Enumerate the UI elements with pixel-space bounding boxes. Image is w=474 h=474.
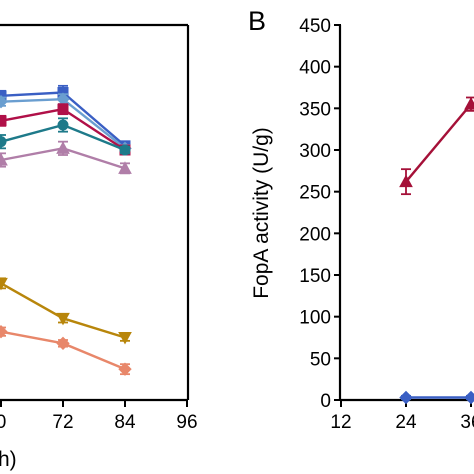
data-point (118, 161, 132, 174)
data-point (464, 390, 474, 405)
data-point (464, 97, 474, 110)
data-point (0, 277, 8, 291)
data-point (399, 390, 413, 405)
x-tick-label: 84 (114, 412, 136, 433)
data-point (0, 136, 7, 148)
panel-a: 0 72 84 96 h) (0, 23, 198, 471)
series-5 (0, 140, 132, 175)
panel-b-letter: B (248, 6, 266, 36)
panel-a-x-ticks: 0 72 84 96 (0, 400, 198, 433)
y-tick-label: 150 (299, 266, 331, 287)
x-tick-label: 0 (0, 412, 6, 433)
series-line (0, 282, 126, 339)
data-point (0, 152, 8, 166)
x-tick-label: 24 (395, 412, 417, 433)
panel-b-y-ticks: 0 50 100 150 200 250 300 350 400 450 (299, 16, 341, 412)
panel-a-series (0, 84, 132, 376)
data-point (118, 362, 132, 376)
series-4 (0, 117, 131, 156)
y-tick-label: 250 (299, 183, 331, 204)
data-point (0, 94, 8, 109)
series-2 (399, 390, 474, 405)
data-point (0, 115, 7, 127)
data-point (56, 141, 70, 154)
x-tick-label: 72 (52, 412, 73, 433)
x-tick-label: 36 (460, 412, 474, 433)
panel-b-series (399, 96, 474, 405)
y-tick-label: 400 (299, 58, 331, 79)
y-tick-label: 0 (320, 391, 331, 412)
y-tick-label: 200 (299, 224, 331, 245)
data-point (119, 144, 131, 156)
data-point (118, 332, 132, 345)
data-point (0, 324, 8, 339)
y-tick-label: 450 (299, 16, 331, 37)
panel-b-x-ticks: 12 24 36 (330, 400, 474, 433)
x-tick-label: 96 (176, 412, 197, 433)
panel-b-y-axis-title: FopA activity (U/g) (250, 127, 273, 299)
series-6 (0, 277, 132, 345)
y-tick-label: 50 (310, 349, 331, 370)
data-point (399, 174, 413, 188)
y-tick-label: 300 (299, 141, 331, 162)
series-line (405, 103, 472, 183)
series-1 (399, 96, 474, 196)
data-point (56, 336, 70, 351)
x-tick-label: 12 (330, 412, 351, 433)
series-7 (0, 324, 132, 376)
panel-a-x-axis-title: h) (0, 448, 17, 471)
data-point (56, 312, 70, 326)
y-tick-label: 100 (299, 308, 331, 329)
panel-b: B 0 50 100 150 200 250 300 350 400 450 12 24 36 Fop… (248, 6, 474, 433)
y-tick-label: 350 (299, 99, 331, 120)
data-point (57, 119, 69, 131)
data-point (57, 103, 69, 115)
